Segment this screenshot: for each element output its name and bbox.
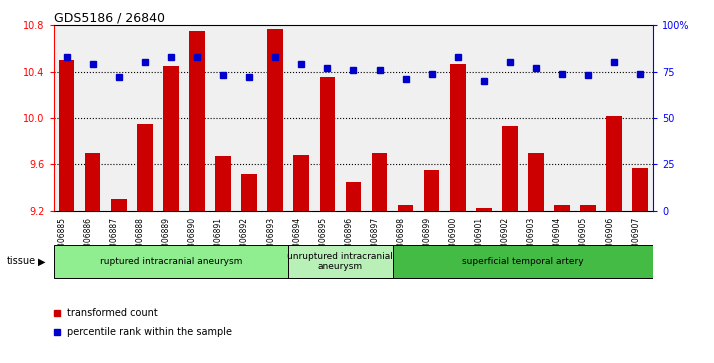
Bar: [502, 126, 518, 211]
Text: tissue: tissue: [7, 256, 36, 266]
Bar: [111, 199, 126, 211]
Bar: [288, 245, 393, 278]
Bar: [215, 156, 231, 211]
Bar: [85, 153, 101, 211]
Bar: [554, 205, 570, 211]
Text: unruptured intracranial
aneurysm: unruptured intracranial aneurysm: [288, 252, 393, 271]
Bar: [59, 60, 74, 211]
Bar: [189, 31, 205, 211]
Bar: [163, 66, 178, 211]
Bar: [320, 77, 335, 211]
Bar: [54, 245, 288, 278]
Text: GDS5186 / 26840: GDS5186 / 26840: [54, 11, 164, 24]
Bar: [450, 64, 466, 211]
Bar: [346, 182, 361, 211]
Bar: [398, 205, 413, 211]
Bar: [476, 208, 492, 211]
Bar: [241, 174, 257, 211]
Text: ruptured intracranial aneurysm: ruptured intracranial aneurysm: [100, 257, 242, 266]
Bar: [137, 124, 153, 211]
Text: percentile rank within the sample: percentile rank within the sample: [66, 327, 232, 337]
Bar: [528, 153, 544, 211]
Bar: [267, 29, 283, 211]
Bar: [606, 116, 622, 211]
Bar: [580, 205, 596, 211]
Text: superficial temporal artery: superficial temporal artery: [462, 257, 584, 266]
Text: ▶: ▶: [38, 256, 46, 266]
Bar: [424, 170, 440, 211]
Bar: [393, 245, 653, 278]
Bar: [633, 168, 648, 211]
Bar: [293, 155, 309, 211]
Bar: [372, 153, 387, 211]
Text: transformed count: transformed count: [66, 308, 158, 318]
